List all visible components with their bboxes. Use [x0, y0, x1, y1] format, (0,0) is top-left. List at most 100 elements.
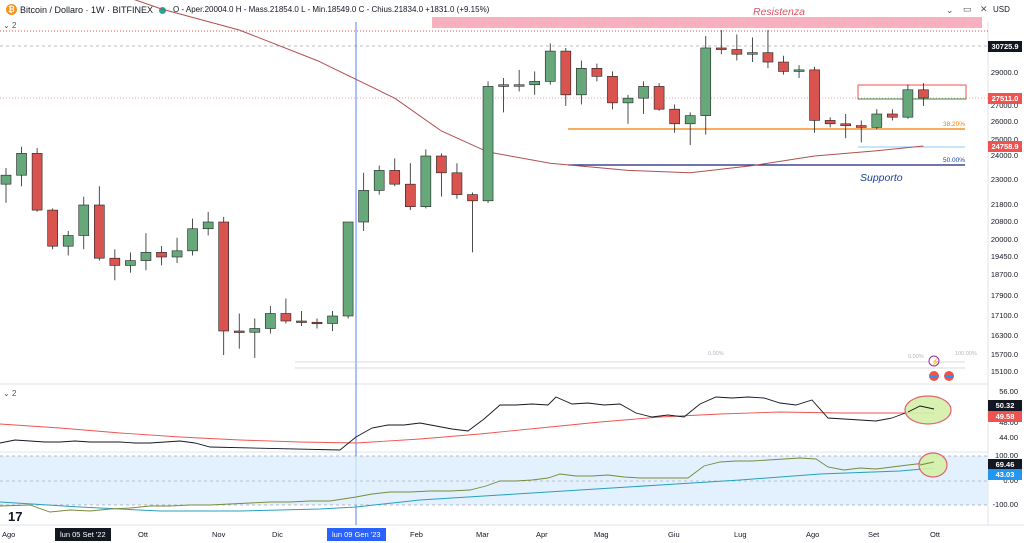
candle-up	[622, 97, 634, 104]
osc1-axis-label: 56.00	[999, 387, 1018, 396]
price-axis-label: 21800.0	[990, 200, 1018, 209]
time-axis-label: Mar	[476, 530, 489, 539]
candle-up	[62, 235, 74, 247]
osc2-tag: 43.03	[988, 469, 1022, 480]
candle-up	[576, 68, 587, 96]
candle-up	[544, 50, 556, 82]
candle-up	[202, 221, 214, 230]
candle-down	[218, 221, 229, 332]
maximize-icon[interactable]: ▭	[963, 4, 972, 14]
candle-up	[902, 89, 914, 118]
candle-up	[684, 115, 696, 125]
candle-up	[342, 221, 354, 317]
price-axis-label: 26000.0	[990, 117, 1018, 126]
candle-up	[358, 190, 369, 223]
price-axis-label: 29000.0	[990, 68, 1018, 77]
symbol-title[interactable]: Bitcoin / Dollaro · 1W · BITFINEX	[20, 5, 154, 15]
candle-down	[591, 68, 603, 77]
time-axis-label: Apr	[536, 530, 548, 539]
candle-down	[311, 321, 323, 325]
time-tag-left: lun 05 Set '22	[55, 528, 111, 541]
osc2-axis-label: 100.00	[995, 451, 1018, 460]
fib-382-label: 38.20%	[943, 121, 965, 128]
candle-down	[109, 257, 121, 266]
candle-down	[233, 330, 245, 333]
candle-down	[280, 313, 292, 322]
candle-up	[513, 84, 525, 87]
time-axis-label: Ott	[930, 530, 941, 539]
candle-down	[296, 320, 307, 323]
candle-up	[747, 52, 758, 55]
price-axis-label: 20800.0	[990, 217, 1018, 226]
time-axis-label: Ago	[2, 530, 16, 539]
price-axis-label: 19450.0	[990, 252, 1018, 261]
time-axis-label: Ott	[138, 530, 149, 539]
candle-down	[404, 183, 416, 208]
candle-down	[887, 113, 898, 118]
price-tag: 30725.9	[988, 40, 1022, 52]
dropdown-icon[interactable]: ⌄	[946, 5, 954, 15]
candle-down	[451, 172, 463, 195]
price-axis-label: 24000.0	[990, 151, 1018, 160]
price-axis-label: 25000.0	[990, 135, 1018, 144]
candle-down	[824, 120, 836, 125]
tradingview-logo-icon: 17	[8, 509, 22, 524]
candle-up	[498, 84, 509, 87]
svg-text:⚡: ⚡	[931, 357, 940, 366]
price-axis-label: 17900.0	[990, 291, 1018, 300]
candle-down	[669, 108, 680, 125]
candle-down	[47, 209, 58, 247]
time-axis-label: Ago	[806, 530, 820, 539]
resistance-label: Resistenza	[753, 6, 805, 18]
osc1-highlight-circle	[904, 395, 952, 425]
fib-0-left-label: 0.00%	[708, 351, 724, 357]
candle-down	[731, 49, 743, 55]
candle-down	[762, 52, 774, 63]
candle-up	[140, 252, 152, 261]
candle-up	[125, 260, 136, 266]
pane1-indicator-toggle[interactable]: ⌄ 2	[3, 21, 17, 30]
candle-up	[793, 69, 805, 72]
time-axis-label: Mag	[594, 530, 609, 539]
osc2-highlight-circle	[918, 452, 948, 478]
candle-down	[855, 125, 867, 128]
resistance-band	[432, 17, 982, 28]
pane2-indicator-toggle[interactable]: ⌄ 2	[3, 389, 17, 398]
pane2-indicator-count: 2	[11, 389, 17, 398]
candle-up	[638, 86, 649, 99]
time-axis-label: Giu	[668, 530, 680, 539]
candle-down	[840, 123, 852, 126]
price-axis-label: 15100.0	[990, 367, 1018, 376]
osc2-tag: 69.46	[988, 459, 1022, 470]
candle-up	[171, 250, 183, 258]
fib-100-label: 100.00%	[955, 351, 977, 357]
currency-label[interactable]: USD	[993, 5, 1010, 14]
time-axis-label: Nov	[212, 530, 226, 539]
fib-0-right-label: 0.00%	[908, 354, 924, 360]
price-tag: 24758.9	[988, 140, 1022, 152]
candle-up	[327, 315, 338, 324]
price-axis-label: 15700.0	[990, 350, 1018, 359]
candle-down	[560, 50, 572, 96]
candle-up	[265, 313, 276, 329]
time-axis-label: Lug	[734, 530, 747, 539]
candles-group	[0, 29, 929, 358]
osc1-axis-label: 48.00	[999, 418, 1018, 427]
price-axis-label: 16300.0	[990, 331, 1018, 340]
candle-up	[249, 328, 261, 333]
price-tag: 27511.0	[988, 92, 1022, 104]
candle-up	[0, 174, 12, 185]
osc1-signal-line	[0, 411, 934, 444]
candle-down	[809, 69, 820, 121]
candle-down	[467, 194, 478, 202]
close-icon[interactable]: ✕	[980, 4, 988, 14]
osc1-axis-label: 44.00	[999, 433, 1018, 442]
candle-down	[918, 89, 929, 99]
candle-up	[482, 86, 494, 202]
candle-down	[94, 204, 105, 259]
candle-down	[715, 47, 727, 50]
price-axis-label: 17100.0	[990, 311, 1018, 320]
osc2-signal-line	[0, 467, 935, 512]
candle-down	[436, 155, 447, 174]
